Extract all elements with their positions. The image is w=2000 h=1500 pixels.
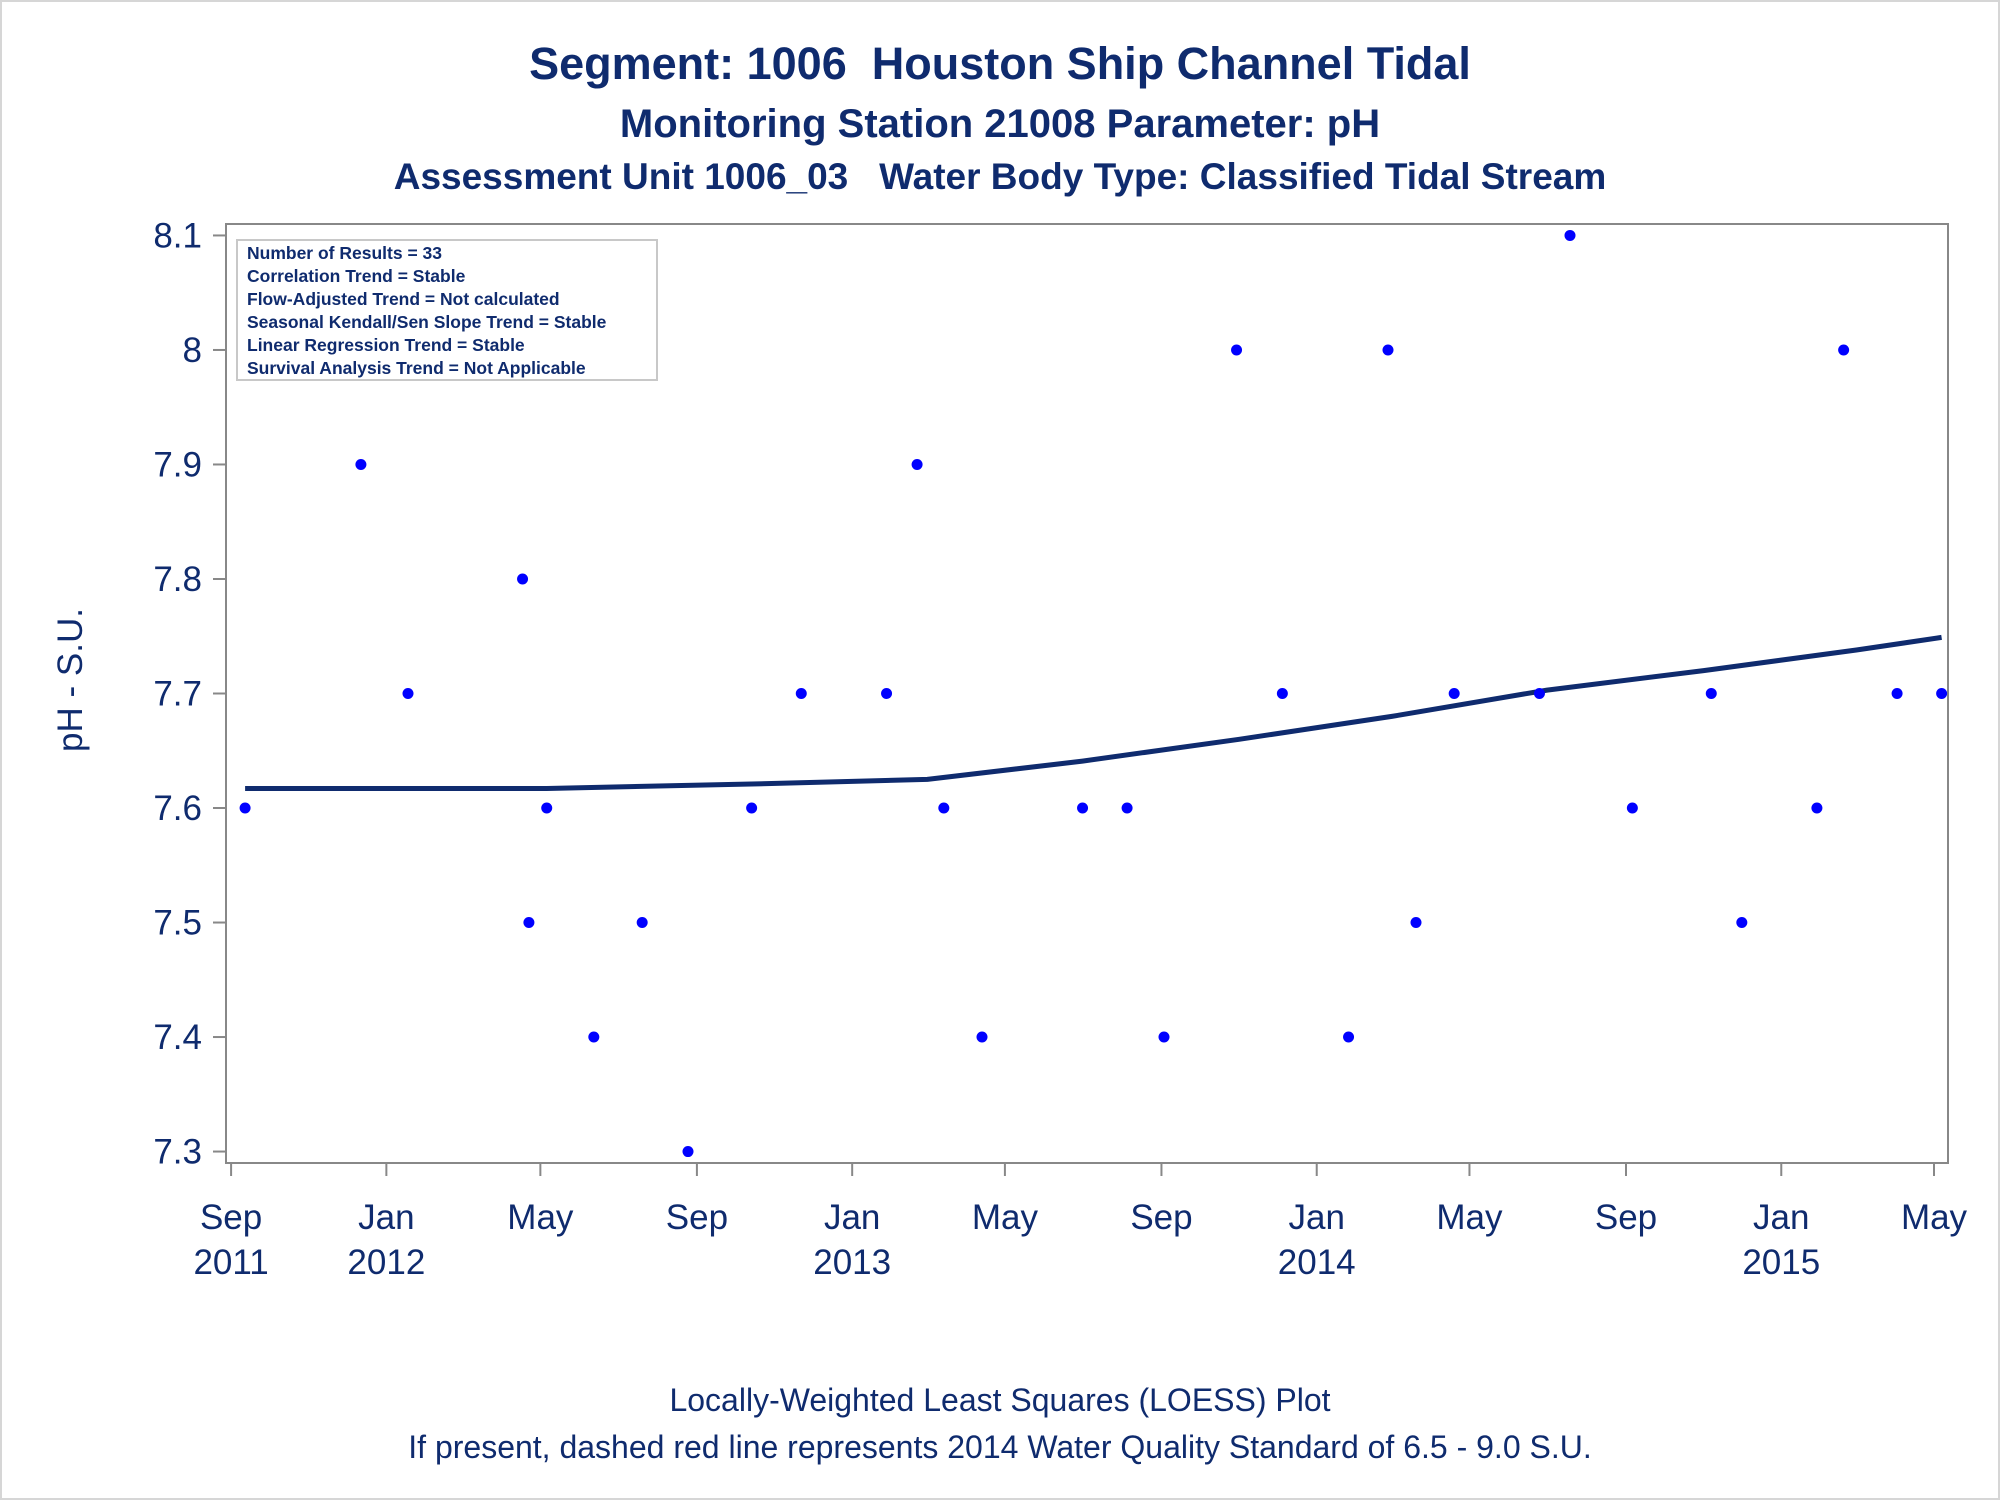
data-point — [682, 1146, 694, 1158]
y-tick-label: 7.4 — [153, 1018, 202, 1057]
data-point — [517, 573, 529, 585]
data-point — [1121, 802, 1133, 814]
y-tick-label: 8.1 — [153, 216, 202, 255]
x-tick-label: May — [972, 1198, 1039, 1237]
data-point — [239, 802, 251, 814]
footnote-standard: If present, dashed red line represents 2… — [408, 1429, 1591, 1465]
data-point — [938, 802, 950, 814]
x-tick-label: Sep — [1595, 1198, 1657, 1237]
stats-line: Linear Regression Trend = Stable — [247, 335, 525, 355]
data-point — [1564, 229, 1576, 241]
stats-line: Number of Results = 33 — [247, 243, 442, 263]
data-point — [1276, 688, 1288, 699]
x-tick-label: Jan — [358, 1198, 414, 1237]
x-tick-year-label: 2013 — [813, 1243, 891, 1282]
data-point — [1231, 344, 1243, 356]
data-point — [402, 688, 414, 699]
loess-trend-line — [245, 634, 1942, 791]
data-point — [1410, 917, 1422, 929]
chart-title: Segment: 1006 Houston Ship Channel Tidal — [529, 38, 1471, 89]
chart-subtitle: Monitoring Station 21008 Parameter: pH — [620, 102, 1380, 146]
x-tick-label: Jan — [1289, 1198, 1345, 1237]
stats-line: Survival Analysis Trend = Not Applicable — [247, 358, 586, 378]
data-point — [523, 917, 535, 929]
data-point — [881, 688, 893, 699]
y-axis-label: pH - S.U. — [51, 608, 90, 752]
data-point — [588, 1031, 600, 1043]
x-tick-label: May — [507, 1198, 574, 1237]
data-point — [1533, 688, 1545, 699]
y-tick-label: 8 — [183, 331, 202, 370]
data-point — [1736, 917, 1748, 929]
x-tick-year-label: 2012 — [347, 1243, 425, 1282]
loess-trend — [245, 634, 1942, 791]
stats-box-border — [236, 239, 658, 381]
data-point — [541, 802, 553, 814]
y-tick-label: 7.9 — [153, 445, 202, 484]
data-point — [636, 917, 648, 929]
y-tick-label: 7.5 — [153, 904, 202, 943]
x-tick-label: Sep — [1130, 1198, 1192, 1237]
y-tick-label: 7.3 — [153, 1133, 202, 1172]
data-point — [1705, 688, 1717, 699]
stats-line: Flow-Adjusted Trend = Not calculated — [247, 289, 560, 309]
data-point — [795, 688, 807, 699]
data-point — [1936, 688, 1948, 699]
data-point — [1448, 688, 1460, 699]
x-tick-label: Jan — [1753, 1198, 1809, 1237]
y-tick-label: 7.6 — [153, 789, 202, 828]
data-point — [1382, 344, 1394, 356]
data-point — [1343, 1031, 1355, 1043]
y-tick-label: 7.8 — [153, 560, 202, 599]
data-point — [1891, 688, 1903, 699]
stats-box: Number of Results = 33 Correlation Trend… — [236, 239, 658, 381]
x-tick-year-label: 2015 — [1742, 1243, 1820, 1282]
x-tick-label: Sep — [666, 1198, 728, 1237]
x-tick-year-label: 2014 — [1278, 1243, 1356, 1282]
footnote-loess: Locally-Weighted Least Squares (LOESS) P… — [669, 1382, 1330, 1418]
data-point — [1838, 344, 1850, 356]
axes: 7.3 7.4 7.5 7.6 7.7 7.8 7.9 8 8.1 Sep 2011 Jan 2012 M… — [153, 216, 1967, 1282]
stats-line: Correlation Trend = Stable — [247, 266, 466, 286]
data-point — [746, 802, 758, 814]
chart-subtitle-2: Assessment Unit 1006_03 Water Body Type:… — [394, 156, 1607, 197]
data-point — [911, 458, 923, 470]
data-point — [1158, 1031, 1170, 1043]
y-tick-label: 7.7 — [153, 675, 202, 714]
x-tick-label: Sep — [200, 1198, 262, 1237]
data-point — [976, 1031, 988, 1043]
data-point — [355, 458, 367, 470]
stats-line: Seasonal Kendall/Sen Slope Trend = Stabl… — [247, 312, 607, 332]
data-points — [239, 229, 1948, 1158]
data-point — [1626, 802, 1638, 814]
data-point — [1811, 802, 1823, 814]
x-tick-year-label: 2011 — [193, 1243, 268, 1282]
x-tick-label: Jan — [824, 1198, 880, 1237]
x-tick-label: May — [1436, 1198, 1503, 1237]
x-tick-label: May — [1901, 1198, 1968, 1237]
data-point — [1077, 802, 1089, 814]
